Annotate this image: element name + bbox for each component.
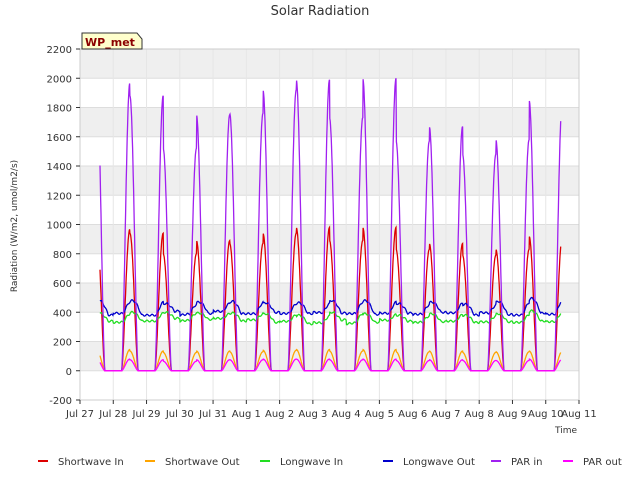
- x-tick-label: Aug 10: [528, 409, 563, 420]
- x-tick-label: Aug 6: [398, 409, 427, 420]
- y-tick-label: 200: [53, 338, 72, 349]
- x-tick-label: Jul 30: [165, 409, 194, 420]
- y-axis-ticks: -200 0 200 400 600 800 1000 1200 1400 1600 1800 200…: [47, 45, 80, 407]
- x-tick-label: Jul 29: [132, 409, 161, 420]
- station-badge-label: WP_met: [85, 36, 135, 49]
- x-tick-label: Aug 2: [265, 409, 294, 420]
- x-tick-label: Jul 31: [198, 409, 227, 420]
- legend-label-shortwave-out: Shortwave Out: [165, 457, 240, 468]
- legend: Shortwave In Shortwave Out Longwave In Long…: [38, 457, 622, 468]
- legend-label-par-in: PAR in: [511, 457, 542, 468]
- series-line-longwave-out: [99, 296, 562, 318]
- x-axis-label: Time: [554, 426, 577, 436]
- y-tick-label: 1200: [47, 191, 72, 202]
- grid-band: [80, 49, 579, 79]
- grid-band: [80, 341, 579, 371]
- x-tick-label: Aug 7: [431, 409, 460, 420]
- y-tick-label: 400: [53, 308, 72, 319]
- legend-label-shortwave-in: Shortwave In: [58, 457, 124, 468]
- x-tick-label: Aug 4: [332, 409, 361, 420]
- x-tick-label: Aug 9: [498, 409, 527, 420]
- y-tick-label: 2000: [47, 74, 72, 85]
- y-tick-label: 1000: [47, 221, 72, 232]
- x-tick-label: Jul 28: [98, 409, 127, 420]
- series-line-par-out: [99, 358, 562, 372]
- chart-title: Solar Radiation: [271, 4, 370, 19]
- y-tick-label: 2200: [47, 45, 72, 56]
- x-tick-label: Aug 1: [232, 409, 261, 420]
- x-tick-label: Aug 8: [465, 409, 494, 420]
- y-tick-label: 800: [53, 250, 72, 261]
- grid-band: [80, 166, 579, 196]
- x-tick-label: Aug 5: [365, 409, 394, 420]
- station-badge-box: [81, 32, 143, 50]
- x-tick-label: Aug 3: [298, 409, 327, 420]
- y-tick-label: 600: [53, 279, 72, 290]
- y-tick-label: 1800: [47, 104, 72, 115]
- x-tick-label: Jul 27: [65, 409, 94, 420]
- legend-label-longwave-in: Longwave In: [280, 457, 343, 468]
- x-axis-ticks: Jul 27 Jul 28 Jul 29 Jul 30 Jul 31 Aug 1 Aug 2…: [65, 400, 597, 420]
- y-tick-label: 1600: [47, 133, 72, 144]
- y-tick-label: 0: [66, 367, 72, 378]
- x-tick-label: Aug 11: [561, 409, 596, 420]
- y-tick-label: 1400: [47, 162, 72, 173]
- station-badge: WP_met: [81, 32, 143, 50]
- y-tick-label: -200: [49, 396, 72, 407]
- series-line-longwave-in: [99, 309, 562, 326]
- y-axis-label: Radiation (W/m2, umol/m2/s): [10, 160, 20, 292]
- legend-label-par-out: PAR out: [583, 457, 622, 468]
- grid-band: [80, 283, 579, 313]
- legend-label-longwave-out: Longwave Out: [403, 457, 475, 468]
- series-lines: [99, 78, 562, 372]
